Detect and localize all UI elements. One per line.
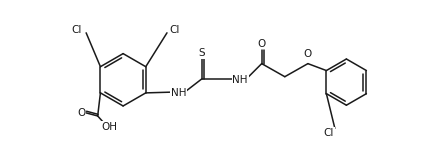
Text: S: S xyxy=(198,48,205,58)
Text: Cl: Cl xyxy=(170,25,180,35)
Text: Cl: Cl xyxy=(72,25,82,35)
Text: O: O xyxy=(257,39,266,49)
Text: O: O xyxy=(77,108,85,118)
Text: Cl: Cl xyxy=(323,128,334,138)
Text: OH: OH xyxy=(101,122,117,132)
Text: O: O xyxy=(304,49,312,59)
Text: NH: NH xyxy=(232,75,248,85)
Text: NH: NH xyxy=(171,88,186,98)
